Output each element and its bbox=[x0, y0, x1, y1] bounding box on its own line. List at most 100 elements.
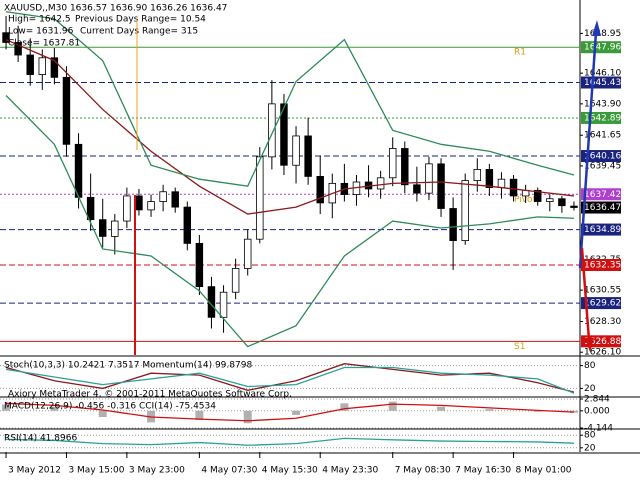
level-box bbox=[581, 259, 621, 272]
histogram-bar bbox=[340, 403, 349, 411]
candle-body bbox=[2, 32, 10, 43]
candle-body bbox=[401, 148, 409, 186]
candle-body bbox=[243, 238, 252, 269]
candle-body bbox=[304, 135, 312, 177]
indicator-title: RSI(14) 41.8966 bbox=[4, 434, 77, 444]
candle-body bbox=[268, 103, 276, 158]
candle-body bbox=[147, 201, 155, 211]
info-text: Previous Days Range= 10.54 bbox=[75, 15, 206, 25]
indicator-line bbox=[5, 11, 575, 187]
level-box bbox=[581, 223, 621, 236]
level-value: 1634.89 bbox=[584, 225, 621, 235]
candle-body bbox=[98, 219, 107, 237]
y-tick-label: 2.844 bbox=[584, 395, 610, 405]
y-tick-label: 1626.10 bbox=[584, 348, 621, 358]
indicator-line bbox=[5, 366, 575, 394]
indicator-title: MACD(12,26,9) -0.456 -0.316 CCI(14) -75.… bbox=[4, 402, 216, 412]
x-tick-label: 7 May 08:30 bbox=[395, 466, 451, 476]
candle-body bbox=[509, 178, 518, 197]
candle-body bbox=[437, 163, 445, 209]
candle-body bbox=[135, 195, 143, 211]
trend-arrows bbox=[578, 20, 601, 352]
x-tick-label: 3 May 23:00 bbox=[129, 466, 185, 476]
histogram-bar bbox=[485, 409, 494, 411]
y-tick-label: 0.000 bbox=[584, 406, 610, 416]
arrow-head bbox=[592, 20, 601, 36]
candle-body bbox=[461, 180, 469, 241]
indicator-line bbox=[6, 402, 574, 422]
indicator-line bbox=[6, 437, 574, 446]
arrow-head bbox=[585, 338, 594, 352]
level-value: 1626.88 bbox=[584, 337, 621, 347]
candle-body bbox=[219, 291, 228, 318]
histogram-bar bbox=[388, 401, 397, 411]
level-value: 1629.62 bbox=[584, 299, 621, 309]
candle-body bbox=[280, 103, 288, 166]
y-tick-label: -4.144 bbox=[584, 424, 613, 434]
level-box bbox=[581, 150, 621, 163]
level-box bbox=[581, 41, 621, 54]
arrow-up bbox=[578, 31, 598, 269]
info-text: Close= 1637.81 bbox=[8, 39, 80, 49]
level-box bbox=[581, 297, 621, 310]
candle-body bbox=[26, 54, 34, 75]
indicator-line bbox=[5, 39, 575, 215]
candle-body bbox=[388, 148, 397, 179]
candle-body bbox=[256, 156, 264, 240]
histogram-bar bbox=[437, 406, 446, 411]
last-price-box bbox=[581, 201, 621, 214]
y-tick-label: 20 bbox=[584, 384, 596, 394]
candle-body bbox=[159, 191, 167, 202]
candle-body bbox=[413, 184, 421, 194]
candle-body bbox=[497, 178, 506, 188]
candle-body bbox=[86, 196, 95, 221]
candle-body bbox=[425, 163, 433, 194]
candle-body bbox=[376, 177, 385, 190]
candle-body bbox=[207, 286, 216, 318]
histogram-bar bbox=[292, 410, 301, 415]
indicator-line bbox=[5, 363, 575, 393]
y-tick-label: 1648.95 bbox=[584, 29, 621, 39]
info-text: Low= 1631.96 bbox=[8, 27, 74, 37]
indicator-title: Stoch(10,3,3) 10.2421 7.3517 Momentum(14… bbox=[4, 361, 252, 371]
candle-body bbox=[171, 191, 179, 208]
y-tick-label: 1643.90 bbox=[584, 99, 621, 109]
y-tick-label: 1646.10 bbox=[584, 69, 621, 79]
copyright: Axiory MetaTrader 4, © 2001-2011 MetaQuo… bbox=[8, 390, 292, 400]
level-label: S1 bbox=[514, 342, 525, 352]
info-text: High= 1642.5 bbox=[8, 15, 71, 25]
level-value: 1647.96 bbox=[584, 43, 621, 53]
candle-body bbox=[546, 198, 554, 202]
histogram-bar bbox=[533, 410, 542, 412]
y-tick-label: 80 bbox=[584, 361, 596, 371]
candle-body bbox=[183, 206, 192, 244]
x-tick-label: 4 May 07:30 bbox=[201, 466, 257, 476]
level-box bbox=[581, 76, 621, 89]
arrow-down bbox=[580, 247, 591, 341]
y-tick-label: 80 bbox=[584, 431, 596, 441]
candle-body bbox=[111, 220, 119, 237]
last-price: 1636.47 bbox=[584, 203, 621, 213]
y-tick-label: 1628.30 bbox=[584, 317, 621, 327]
y-tick-label: 1641.65 bbox=[584, 131, 621, 141]
level-value: 1640.16 bbox=[584, 152, 621, 162]
histogram-bar bbox=[243, 410, 252, 424]
candle-body bbox=[50, 57, 59, 78]
level-value: 1642.89 bbox=[584, 113, 621, 123]
y-tick-label: 20 bbox=[584, 443, 596, 453]
candle-body bbox=[316, 176, 324, 204]
level-value: 1637.42 bbox=[584, 190, 621, 200]
histogram-bar bbox=[2, 404, 11, 411]
x-tick-label: 4 May 15:30 bbox=[262, 466, 318, 476]
candle-body bbox=[558, 198, 566, 207]
x-tick-label: 3 May 15:00 bbox=[68, 466, 124, 476]
candle-body bbox=[473, 169, 482, 181]
y-tick-label: 1630.55 bbox=[584, 286, 621, 296]
histogram-bar bbox=[195, 410, 204, 420]
y-tick-label: 1639.45 bbox=[584, 161, 621, 171]
candle-body bbox=[123, 195, 131, 222]
candle-body bbox=[38, 57, 47, 75]
x-tick-label: 4 May 23:30 bbox=[322, 466, 378, 476]
